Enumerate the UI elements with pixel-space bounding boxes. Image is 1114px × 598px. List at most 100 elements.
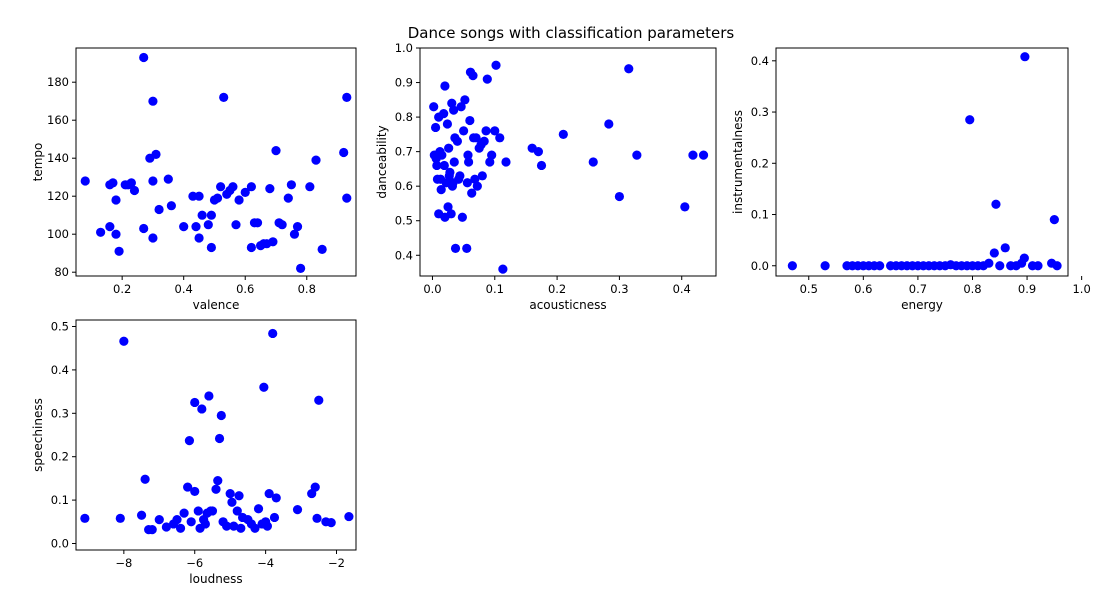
y-tick-label: 0.0	[751, 259, 769, 273]
y-tick-label: 0.7	[395, 145, 413, 159]
data-point	[444, 143, 454, 153]
data-point	[463, 150, 473, 160]
data-point	[108, 178, 118, 188]
data-point	[214, 433, 225, 444]
data-point	[310, 482, 320, 492]
data-point	[442, 119, 453, 129]
data-point	[240, 187, 250, 197]
data-point	[588, 157, 598, 167]
y-tick-label: 100	[47, 227, 69, 241]
data-point	[296, 263, 306, 273]
data-point	[485, 157, 495, 167]
data-point	[624, 64, 634, 74]
data-point	[680, 202, 690, 212]
data-point	[439, 109, 449, 119]
data-point	[436, 185, 446, 195]
data-point	[268, 328, 278, 339]
data-point	[231, 220, 241, 230]
data-point	[457, 212, 467, 222]
figure-title: Dance songs with classification paramete…	[407, 24, 735, 42]
data-point	[246, 182, 256, 192]
data-point	[252, 218, 263, 228]
data-point	[229, 521, 239, 531]
x-tick-label: 0.2	[113, 282, 131, 296]
data-point	[269, 512, 280, 523]
data-point	[482, 74, 492, 84]
data-point	[166, 201, 176, 211]
axes-frame	[775, 47, 1069, 277]
data-point	[1019, 253, 1029, 263]
y-tick-label: 0.0	[51, 536, 69, 550]
x-tick-label: −2	[328, 556, 345, 570]
data-point	[277, 220, 287, 230]
data-point	[262, 521, 272, 531]
data-point	[194, 191, 204, 201]
data-point	[632, 150, 642, 160]
data-point	[455, 171, 465, 181]
data-point	[558, 129, 568, 139]
data-point	[467, 188, 477, 198]
data-point	[462, 243, 472, 253]
data-point	[491, 60, 501, 70]
x-tick-label: 0.4	[673, 282, 691, 296]
data-point	[533, 147, 543, 157]
x-tick-label: 0.6	[236, 282, 254, 296]
data-point	[311, 155, 321, 165]
data-point	[219, 92, 229, 102]
data-point	[236, 523, 246, 533]
data-point	[498, 264, 508, 274]
data-point	[490, 126, 500, 136]
scatter-acousticness-danceability: 0.0 0.1 0.2 0.3 0.4 0.4 0.5 0.6 0.7 0.8 0.9 1.0 acou…	[375, 41, 717, 312]
data-point	[344, 511, 354, 522]
x-tick-label: 0.9	[1018, 282, 1036, 296]
x-tick-label: 0.6	[854, 282, 872, 296]
data-point	[326, 518, 336, 528]
y-tick-label: 0.9	[395, 76, 413, 90]
data-point	[203, 220, 213, 230]
data-point	[439, 160, 449, 171]
y-tick-label: 0.8	[395, 110, 413, 124]
data-point	[200, 519, 210, 529]
data-point	[172, 515, 182, 525]
x-tick-label: 0.8	[963, 282, 981, 296]
data-point	[481, 126, 491, 136]
data-point	[222, 521, 232, 531]
axes-frame	[419, 47, 717, 277]
x-tick-label: −6	[186, 556, 203, 570]
y-tick-label: 0.4	[51, 363, 69, 377]
data-point	[271, 146, 281, 156]
y-tick-label: 0.2	[51, 450, 69, 464]
data-point	[246, 242, 256, 253]
data-point	[462, 178, 472, 188]
data-point	[147, 525, 157, 535]
data-point	[430, 122, 441, 133]
data-point	[339, 147, 349, 158]
data-point	[175, 523, 186, 533]
data-point	[449, 157, 459, 167]
data-point	[271, 493, 281, 503]
y-tick-label: 160	[47, 113, 69, 127]
data-point	[259, 382, 269, 392]
x-axis-label: loudness	[189, 572, 242, 586]
data-point	[688, 150, 698, 160]
data-point	[234, 195, 244, 205]
x-tick-label: 0.3	[610, 282, 628, 296]
y-tick-label: 0.4	[751, 54, 769, 68]
x-tick-label: 0.8	[298, 282, 316, 296]
data-point	[283, 193, 293, 203]
data-point	[1052, 261, 1062, 271]
data-point	[312, 513, 322, 523]
data-point	[446, 209, 456, 219]
data-point	[207, 506, 218, 516]
data-point	[204, 391, 214, 401]
y-tick-label: 140	[47, 151, 69, 165]
data-point	[212, 193, 223, 203]
data-point	[443, 202, 453, 212]
data-point	[206, 210, 216, 220]
data-point	[437, 150, 447, 160]
data-point	[115, 513, 125, 523]
y-tick-label: 1.0	[395, 41, 413, 55]
data-point	[456, 102, 466, 112]
data-point	[432, 160, 442, 171]
x-tick-label: 0.4	[175, 282, 193, 296]
